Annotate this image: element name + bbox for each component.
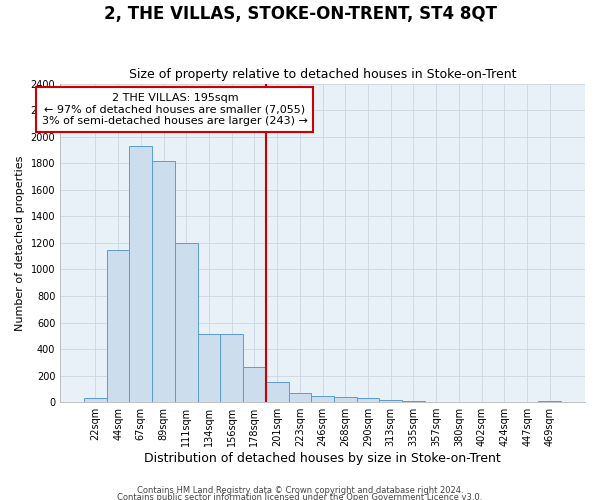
Text: 2 THE VILLAS: 195sqm
← 97% of detached houses are smaller (7,055)
3% of semi-det: 2 THE VILLAS: 195sqm ← 97% of detached h… [42,93,308,126]
Bar [402,401,425,402]
Bar [356,398,379,402]
Bar [175,243,197,402]
Bar [311,396,334,402]
Bar [220,334,243,402]
Bar [130,146,152,402]
Bar [152,160,175,402]
Bar [289,393,311,402]
Title: Size of property relative to detached houses in Stoke-on-Trent: Size of property relative to detached ho… [129,68,517,81]
Bar [107,250,130,402]
Bar [379,400,402,402]
X-axis label: Distribution of detached houses by size in Stoke-on-Trent: Distribution of detached houses by size … [144,452,501,465]
Bar [266,382,289,402]
Text: Contains public sector information licensed under the Open Government Licence v3: Contains public sector information licen… [118,494,482,500]
Bar [84,398,107,402]
Text: Contains HM Land Registry data © Crown copyright and database right 2024.: Contains HM Land Registry data © Crown c… [137,486,463,495]
Bar [334,397,356,402]
Y-axis label: Number of detached properties: Number of detached properties [15,155,25,330]
Bar [538,401,561,402]
Bar [197,334,220,402]
Text: 2, THE VILLAS, STOKE-ON-TRENT, ST4 8QT: 2, THE VILLAS, STOKE-ON-TRENT, ST4 8QT [104,5,497,23]
Bar [243,367,266,402]
